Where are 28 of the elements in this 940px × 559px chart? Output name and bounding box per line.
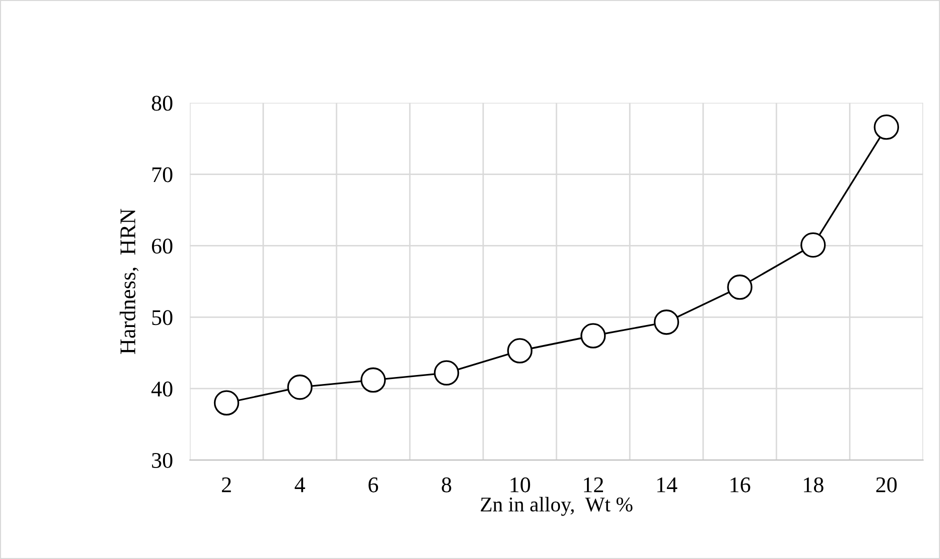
- x-tick-label: 10: [510, 477, 530, 492]
- x-axis-title: Zn in alloy, Wt %: [480, 496, 632, 516]
- x-tick-label: 16: [730, 477, 750, 492]
- y-tick-label: 70: [152, 167, 172, 182]
- y-axis-title: Hardness, HRN: [120, 208, 139, 354]
- y-tick-label: 40: [151, 382, 172, 397]
- point: [214, 390, 240, 416]
- x-tick-label: 14: [657, 477, 678, 492]
- x-tick-label: 8: [442, 477, 452, 492]
- point: [800, 232, 826, 258]
- y-tick-label: 60: [152, 238, 172, 254]
- x-tick-label: 4: [294, 478, 306, 492]
- point: [434, 360, 460, 386]
- point: [654, 310, 680, 335]
- x-tick-label: 12: [584, 477, 604, 492]
- y-tick-label: 30: [152, 452, 172, 468]
- y-tick-label: 50: [152, 310, 172, 326]
- point: [580, 323, 606, 348]
- x-tick-label: 2: [222, 477, 231, 492]
- y-tick-label: 80: [152, 96, 172, 111]
- point: [874, 114, 900, 140]
- point: [360, 367, 386, 393]
- point: [507, 338, 532, 364]
- x-tick-label: 18: [804, 477, 824, 492]
- point: [287, 374, 312, 400]
- x-tick-label: 6: [368, 477, 378, 492]
- point: [727, 274, 752, 300]
- x-tick-label: 20: [876, 477, 897, 492]
